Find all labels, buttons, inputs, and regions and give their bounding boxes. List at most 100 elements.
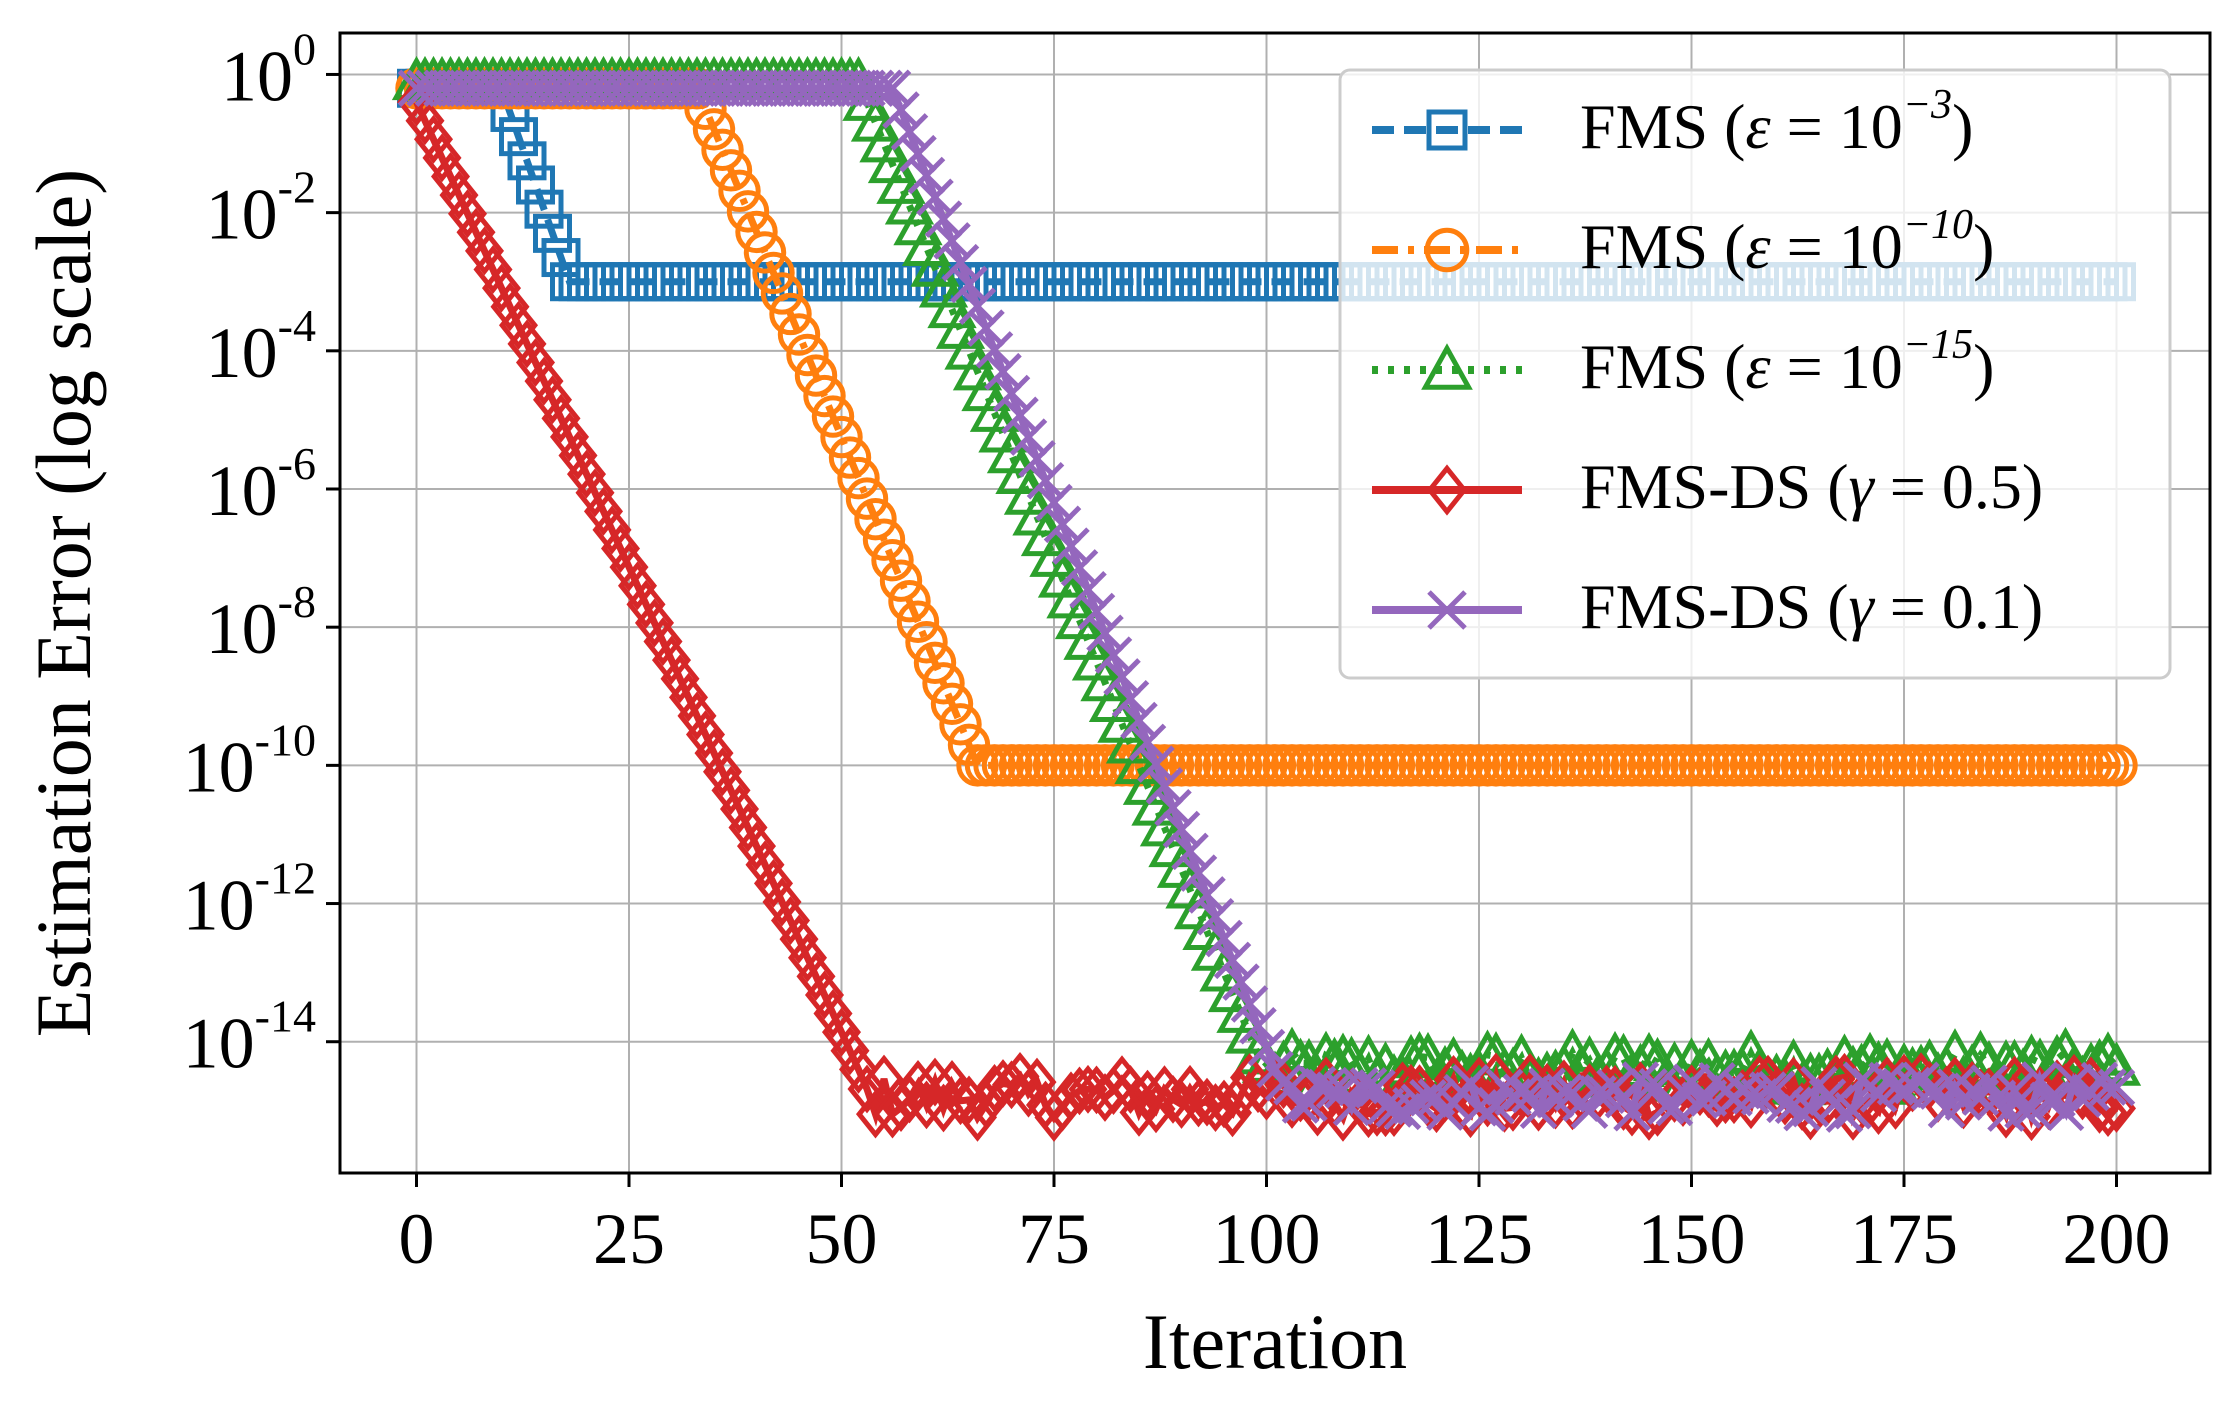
diamond-marker [1093, 1066, 1134, 1115]
diamond-marker [685, 710, 726, 759]
circle-marker [1424, 227, 1470, 273]
diamond-marker [1059, 1066, 1100, 1116]
x-marker [950, 265, 988, 304]
square-marker [507, 141, 547, 181]
x-marker [1834, 1091, 1872, 1130]
y-tick-label: 10-10 [183, 714, 316, 807]
x-marker [1094, 636, 1133, 674]
circle-marker [922, 662, 965, 705]
square-marker [533, 213, 572, 253]
circle-marker [769, 292, 812, 336]
x-axis-label: Iteration [1143, 1298, 1407, 1385]
square-marker [1426, 109, 1468, 151]
x-tick-label: 25 [593, 1199, 665, 1279]
diamond-marker [532, 375, 573, 425]
circle-marker [718, 169, 761, 213]
diamond-marker [2088, 1088, 2128, 1138]
diamond-marker [651, 635, 692, 685]
x-marker [1196, 897, 1235, 936]
diamond-marker [430, 152, 471, 201]
circle-marker [777, 313, 821, 356]
x-marker [907, 156, 946, 195]
diamond-marker [447, 189, 488, 239]
x-marker [2029, 1081, 2068, 1120]
diamond-marker [541, 393, 581, 443]
axis-ticks: 0 25 50 75 100 125 150 175 200 100 10-2 10-4 10-6 10-… [183, 23, 2171, 1279]
circle-marker [794, 354, 838, 397]
x-marker [1043, 505, 1082, 544]
x-marker [890, 113, 929, 151]
diamond-marker [753, 858, 794, 908]
diamond-marker [864, 1054, 904, 1104]
circle-marker [913, 641, 957, 684]
circle-marker [752, 251, 795, 295]
circle-marker [905, 621, 948, 664]
legend-entry: FMS (ε = 10−3) [1372, 82, 1973, 162]
diamond-marker [1221, 1070, 1261, 1120]
diamond-marker [456, 207, 496, 257]
diamond-marker [711, 765, 751, 815]
x-marker [992, 374, 1031, 413]
diamond-marker [405, 96, 445, 146]
diamond-marker [626, 579, 666, 629]
x-marker [1247, 1028, 1286, 1067]
circle-marker [871, 538, 914, 582]
x-marker [916, 178, 954, 217]
diamond-marker [898, 1059, 938, 1109]
x-marker [958, 287, 997, 326]
x-marker [1876, 1068, 1915, 1106]
x-marker [1519, 1091, 1558, 1130]
triangle-marker [1421, 343, 1473, 390]
x-marker [1026, 461, 1065, 500]
x-marker [975, 331, 1014, 369]
circle-marker [709, 149, 753, 192]
x-marker [882, 91, 920, 129]
x-marker [1545, 1073, 1583, 1111]
x-marker [1205, 919, 1243, 958]
triangle-marker [1318, 1032, 1368, 1077]
square-marker [499, 117, 538, 157]
diamond-marker [515, 338, 556, 387]
x-marker [1264, 1064, 1303, 1102]
x-tick-label: 175 [1850, 1199, 1958, 1279]
diamond-marker [779, 914, 819, 964]
y-axis-label: Estimation Error (log scale) [20, 169, 107, 1038]
x-tick-label: 75 [1018, 1199, 1090, 1279]
y-tick-label: 10-6 [206, 438, 316, 531]
x-marker [856, 69, 895, 108]
square-marker [524, 189, 564, 229]
legend-box [1338, 68, 2172, 680]
circle-marker [837, 456, 880, 500]
diamond-marker [813, 989, 853, 1038]
diamond-marker [490, 282, 530, 332]
legend-entry: FMS-DS (γ = 0.5) [1372, 451, 2043, 522]
diamond-marker [507, 319, 547, 369]
diamond-marker [439, 170, 479, 220]
diamond-marker [668, 672, 709, 722]
x-marker [1427, 590, 1467, 630]
diamond-marker [617, 561, 658, 611]
x-marker [1035, 483, 1073, 522]
x-marker [1128, 723, 1167, 762]
circle-marker [811, 395, 855, 438]
diamond-marker [762, 877, 802, 927]
circle-marker [828, 436, 872, 479]
plot-frame [338, 31, 2212, 1175]
x-marker [1111, 679, 1150, 718]
diamond-marker [498, 300, 539, 350]
x-marker [1154, 788, 1192, 827]
legend-label: FMS-DS (γ = 0.5) [1580, 451, 2043, 522]
diamond-marker [932, 1059, 972, 1109]
x-marker [2089, 1068, 2127, 1106]
diamond-marker [1187, 1077, 1227, 1127]
diamond-marker [770, 896, 811, 945]
x-marker [1086, 614, 1124, 653]
diamond-marker [592, 505, 632, 555]
legend-entry: FMS (ε = 10−15) [1372, 322, 1994, 402]
circle-marker [701, 128, 744, 172]
x-tick-label: 0 [399, 1199, 435, 1279]
x-marker [2004, 1091, 2042, 1129]
x-marker [1188, 876, 1226, 914]
diamond-marker [422, 133, 462, 183]
diamond-marker [643, 617, 683, 666]
